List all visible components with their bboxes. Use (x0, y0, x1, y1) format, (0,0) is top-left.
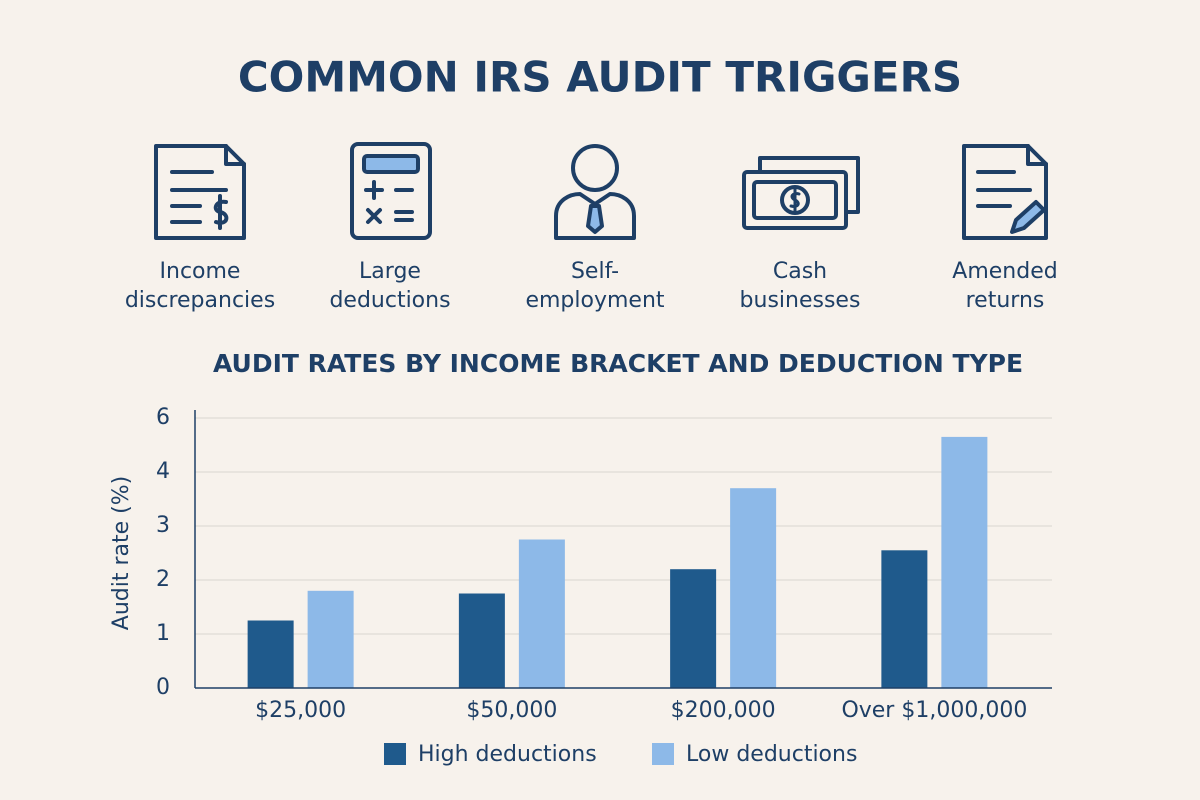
legend-swatch (384, 743, 406, 765)
plot (247, 436, 988, 688)
main-title: COMMON IRS AUDIT TRIGGERS (238, 53, 962, 102)
bar (307, 590, 354, 688)
x-tick-label: $50,000 (466, 698, 557, 723)
legend-swatch (652, 743, 674, 765)
legend-label: High deductions (418, 742, 597, 767)
bar (518, 539, 565, 688)
icon-amended-document (962, 144, 1048, 240)
trigger-label: Self- (571, 259, 619, 284)
bar (458, 593, 505, 688)
y-axis-label: Audit rate (%) (109, 476, 134, 630)
trigger-label: Amended (952, 259, 1057, 284)
trigger-label: Large (359, 259, 421, 284)
trigger-label: returns (966, 288, 1045, 313)
legend-label: Low deductions (686, 742, 857, 767)
bar (730, 488, 777, 688)
icon-calculator (350, 142, 432, 240)
y-tick-label: 0 (156, 675, 170, 700)
trigger-label: businesses (740, 288, 861, 313)
icon-document-dollar (154, 144, 246, 240)
bar (247, 620, 294, 688)
bar (670, 569, 717, 688)
y-tick-label: 1 (156, 621, 170, 646)
bar (941, 436, 988, 688)
chart-title: AUDIT RATES BY INCOME BRACKET AND DEDUCT… (213, 349, 1023, 378)
y-tick-label: 4 (156, 459, 170, 484)
trigger-label: Income (160, 259, 241, 284)
y-tick-label: 2 (156, 567, 170, 592)
x-tick-label: $200,000 (671, 698, 776, 723)
trigger-label: employment (525, 288, 664, 313)
x-tick-label: Over $1,000,000 (841, 698, 1027, 723)
icon-person (554, 144, 636, 240)
y-tick-label: 6 (156, 405, 170, 430)
y-tick-label: 3 (156, 513, 170, 538)
x-tick-label: $25,000 (255, 698, 346, 723)
trigger-label: Cash (773, 259, 827, 284)
bar (881, 550, 928, 688)
trigger-label: deductions (329, 288, 450, 313)
trigger-label: discrepancies (125, 288, 275, 313)
icon-cash (742, 156, 860, 230)
